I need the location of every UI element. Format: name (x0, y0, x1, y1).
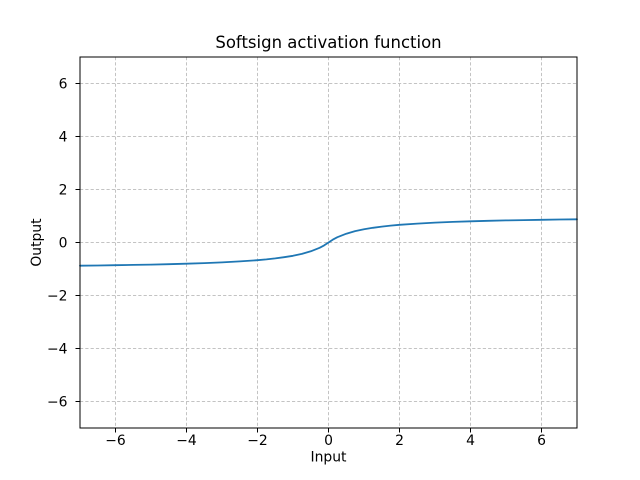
y-tick-label: −6 (47, 395, 67, 411)
x-tick-label: 2 (395, 433, 404, 449)
x-axis-label: Input (311, 450, 348, 466)
y-axis-label: Output (29, 218, 45, 267)
series-layer (79, 218, 578, 267)
x-tick-label: 0 (324, 433, 333, 449)
y-tick-label: −2 (47, 289, 67, 305)
series-softsign-line (79, 218, 578, 267)
x-tick-label: −2 (247, 433, 267, 449)
y-tick-label: −4 (47, 342, 68, 358)
x-tick-label: −6 (105, 433, 125, 449)
x-tick-label: 6 (537, 433, 546, 449)
y-tick-label: 2 (59, 183, 68, 199)
tick-labels-layer: −6 −4 −2 0 2 4 6 −6 −4 −2 0 2 4 6 (47, 77, 546, 450)
y-tick-label: 4 (59, 130, 68, 146)
y-tick-label: 0 (59, 236, 68, 252)
tick-marks-layer (75, 83, 542, 433)
y-tick-label: 6 (59, 77, 68, 93)
chart-title: Softsign activation function (215, 33, 441, 52)
x-tick-label: 4 (466, 433, 475, 449)
x-tick-label: −4 (176, 433, 197, 449)
